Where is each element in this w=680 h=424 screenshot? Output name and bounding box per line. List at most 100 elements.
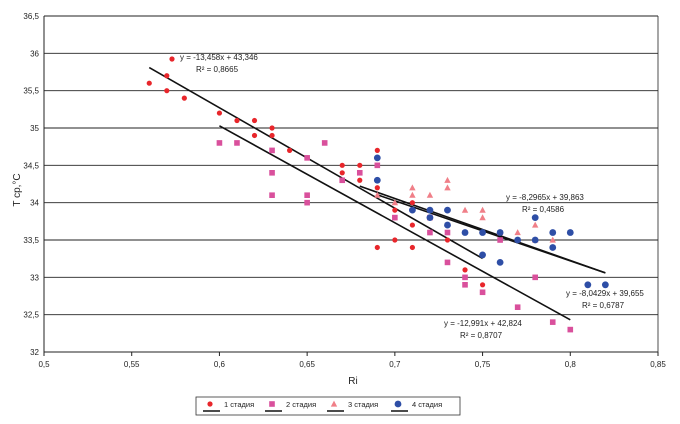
- trendline-equation: y = -8,2965x + 39,863: [506, 193, 584, 202]
- data-point: [426, 206, 434, 214]
- y-tick-label: 32,5: [23, 311, 39, 320]
- legend: 1 стадия 2 стадия 3 стадия 4 стадия: [195, 396, 461, 416]
- data-point: [531, 214, 539, 222]
- trendline-r2: R² = 0,6787: [582, 301, 625, 310]
- data-point: [374, 185, 380, 191]
- data-point: [444, 176, 451, 183]
- trendline-annotations: y = -13,458x + 43,346 R² = 0,8665 y = -12,…: [169, 53, 644, 340]
- data-point: [269, 170, 275, 176]
- x-tick-label: 0,5: [38, 360, 50, 369]
- data-point: [462, 282, 468, 288]
- data-point: [532, 274, 538, 281]
- data-point: [496, 229, 504, 236]
- trendline-r2: R² = 0,8665: [196, 65, 239, 74]
- data-point: [514, 304, 521, 310]
- legend-marker: [394, 400, 402, 408]
- data-point: [531, 236, 539, 244]
- x-axis-label: Ri: [348, 376, 357, 387]
- data-point: [479, 229, 486, 236]
- data-point: [269, 147, 275, 154]
- data-point: [339, 162, 345, 168]
- x-tick-label: 0,8: [565, 360, 577, 369]
- data-point: [392, 214, 398, 221]
- data-point: [409, 206, 416, 214]
- data-point: [357, 162, 363, 168]
- data-point: [409, 184, 416, 191]
- data-point: [427, 229, 433, 236]
- x-tick-label: 0,65: [299, 360, 315, 369]
- data-point: [269, 192, 275, 198]
- data-point: [373, 176, 381, 184]
- y-tick-label: 33: [30, 273, 39, 282]
- y-tick-label: 34,5: [23, 161, 39, 170]
- y-tick-label: 33,5: [23, 236, 39, 245]
- data-point: [216, 140, 223, 146]
- data-point: [444, 229, 451, 236]
- gridlines: [44, 15, 658, 353]
- data-point: [479, 206, 486, 213]
- data-point: [251, 117, 258, 124]
- y-tick-label: 34: [30, 199, 39, 208]
- data-point: [497, 237, 503, 243]
- y-tick-label: 36,5: [23, 12, 39, 21]
- y-tick-label: 36: [30, 49, 39, 58]
- data-point: [339, 170, 345, 176]
- data-point: [356, 170, 363, 176]
- data-point: [567, 326, 574, 333]
- x-tick-label: 0,55: [124, 360, 140, 369]
- x-tick-label: 0,6: [214, 360, 226, 369]
- data-point: [339, 177, 346, 184]
- data-point: [496, 259, 504, 266]
- data-point: [234, 140, 240, 146]
- data-point: [374, 244, 380, 251]
- data-point: [374, 162, 381, 169]
- data-point: [461, 206, 469, 213]
- data-point: [444, 184, 451, 191]
- data-point: [391, 199, 399, 206]
- data-point: [409, 191, 416, 198]
- data-point: [409, 200, 415, 206]
- data-point: [392, 207, 398, 213]
- data-point: [269, 125, 275, 131]
- data-point: [269, 132, 275, 139]
- data-point: [444, 221, 451, 229]
- data-point: [374, 191, 381, 198]
- data-point: [549, 236, 556, 243]
- y-tick-label: 32: [30, 348, 39, 357]
- data-point: [444, 259, 451, 266]
- data-point: [479, 289, 486, 296]
- data-point: [426, 191, 434, 198]
- data-point: [601, 281, 609, 289]
- data-point: [479, 214, 486, 221]
- data-point: [216, 110, 223, 116]
- data-points: [146, 73, 609, 333]
- trendline: [377, 194, 606, 274]
- data-point: [392, 237, 398, 243]
- data-point: [444, 206, 451, 214]
- data-point: [462, 267, 468, 273]
- trendline: [219, 125, 571, 321]
- data-point: [479, 282, 486, 288]
- trendline-equation: y = -12,991x + 42,824: [444, 319, 522, 328]
- data-point: [514, 229, 521, 236]
- data-point: [251, 132, 258, 139]
- data-point: [444, 237, 451, 243]
- data-point: [304, 199, 310, 206]
- data-point: [164, 73, 170, 79]
- legend-marker: [207, 401, 213, 407]
- x-tick-label: 0,85: [650, 360, 666, 369]
- legend-marker: [330, 400, 338, 407]
- trendline-r2: R² = 0,8707: [460, 331, 503, 340]
- data-point: [461, 229, 469, 236]
- legend-label: 3 стадия: [348, 400, 378, 409]
- equation-marker: [169, 56, 175, 62]
- trendline: [148, 66, 483, 260]
- y-tick-label: 35,5: [23, 87, 39, 96]
- data-point: [549, 244, 557, 251]
- data-point: [304, 192, 310, 198]
- data-point: [532, 221, 539, 228]
- data-point: [373, 154, 381, 162]
- data-point: [164, 88, 170, 94]
